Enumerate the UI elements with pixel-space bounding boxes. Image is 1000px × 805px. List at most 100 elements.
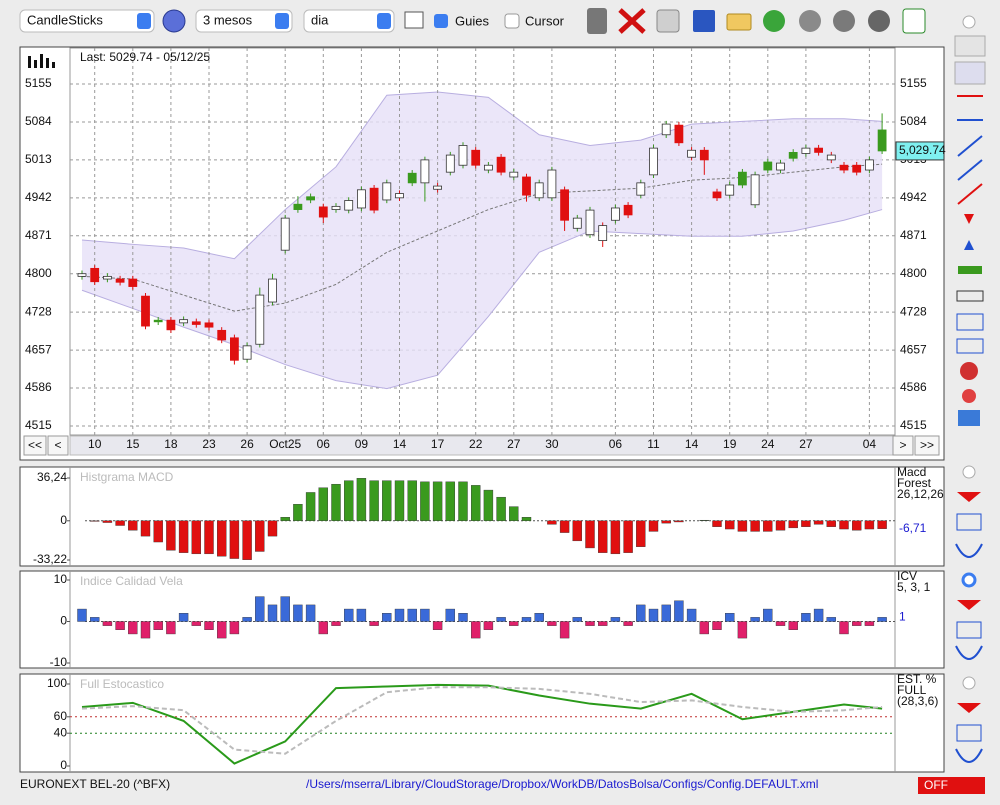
bar xyxy=(229,520,240,559)
volume-icon[interactable] xyxy=(28,54,55,68)
live-indicator[interactable] xyxy=(918,777,985,794)
select-arrow xyxy=(137,13,151,29)
series-line xyxy=(81,683,883,765)
indicator-tool[interactable] xyxy=(955,645,983,660)
candle-body xyxy=(356,189,366,209)
fib-tool[interactable] xyxy=(957,183,983,205)
zoom-tool[interactable] xyxy=(954,35,986,57)
candle-body xyxy=(649,147,658,176)
bar xyxy=(166,621,176,635)
bar xyxy=(458,481,468,521)
bar xyxy=(585,621,595,626)
percent-tool[interactable] xyxy=(956,313,984,331)
bar xyxy=(407,480,417,521)
bar xyxy=(864,520,875,530)
stop-tool[interactable] xyxy=(960,362,978,380)
y-tick-label-right: 4871 xyxy=(900,228,927,242)
calendar-button[interactable] xyxy=(902,8,926,34)
candle-body xyxy=(229,337,239,361)
last-button[interactable] xyxy=(914,435,940,456)
table-tool[interactable] xyxy=(956,290,984,302)
first-button[interactable] xyxy=(23,435,47,456)
bar xyxy=(813,520,824,525)
guides-checkbox[interactable] xyxy=(434,14,448,28)
settings-button[interactable] xyxy=(868,10,890,32)
sell-tool[interactable] xyxy=(964,214,974,224)
y-tick-label: -10 xyxy=(50,655,68,669)
bands-tool[interactable] xyxy=(954,61,986,85)
delete-button[interactable] xyxy=(618,8,646,34)
bar xyxy=(356,608,367,622)
indicator-tool[interactable] xyxy=(956,724,982,742)
cursor-checkbox[interactable] xyxy=(504,13,520,29)
channel-tool[interactable] xyxy=(957,159,983,181)
interval-select[interactable] xyxy=(303,9,395,33)
radio-button[interactable] xyxy=(962,15,976,29)
y-tick-label: 5013 xyxy=(25,152,52,166)
last-value-label: 5,029.74 xyxy=(899,143,946,157)
trash-button[interactable] xyxy=(587,8,607,34)
bar xyxy=(686,608,697,622)
candle-body xyxy=(293,203,303,210)
update-button[interactable] xyxy=(799,10,821,32)
indicator-tool[interactable] xyxy=(957,703,981,713)
indicator-tool[interactable] xyxy=(955,543,983,558)
print-button[interactable] xyxy=(656,9,680,33)
radio-button[interactable] xyxy=(962,676,976,690)
next-button[interactable] xyxy=(892,435,914,456)
bar xyxy=(420,608,430,622)
record-tool[interactable] xyxy=(962,389,976,403)
y-tick-label-right: 4515 xyxy=(900,418,927,432)
indicator-tool[interactable] xyxy=(956,513,982,531)
bar xyxy=(204,520,214,555)
cursor-label: Cursor xyxy=(525,13,565,28)
candle-body xyxy=(522,176,531,196)
trend-tool[interactable] xyxy=(957,135,983,157)
sync-tool[interactable] xyxy=(958,410,980,426)
radio-button[interactable] xyxy=(962,465,976,479)
y-tick-label: 5084 xyxy=(25,114,52,128)
bar xyxy=(661,604,671,622)
bar xyxy=(750,617,760,622)
y-tick-label: 4657 xyxy=(25,342,52,356)
panel-title: Full Estocastico xyxy=(80,677,164,691)
indicator-legend: Macd xyxy=(897,465,926,479)
candle-body xyxy=(242,345,252,360)
indicator-tool[interactable] xyxy=(955,748,983,763)
bar xyxy=(839,621,849,635)
candle-body xyxy=(255,294,265,345)
indicator-tool[interactable] xyxy=(957,492,981,502)
live-indicator-label: OFF xyxy=(924,778,948,792)
save-button[interactable] xyxy=(693,10,715,32)
bar xyxy=(521,617,532,622)
percent2-tool[interactable] xyxy=(956,338,984,354)
candle-body xyxy=(483,164,493,171)
config-path[interactable]: /Users/mserra/Library/CloudStorage/Dropb… xyxy=(306,777,818,791)
bar xyxy=(559,621,570,639)
candle-body xyxy=(344,200,354,211)
indicator-tool[interactable] xyxy=(956,621,982,639)
bar xyxy=(559,520,570,533)
buy-tool[interactable] xyxy=(964,240,974,250)
signals-tool[interactable] xyxy=(958,266,982,274)
bar xyxy=(407,608,417,622)
period-select[interactable] xyxy=(195,9,293,33)
indicator-tool[interactable] xyxy=(957,600,981,610)
y-tick-label-right: 4800 xyxy=(900,266,927,280)
prev-button[interactable] xyxy=(47,435,69,456)
refresh-button[interactable] xyxy=(763,10,785,32)
bar xyxy=(255,520,265,552)
bar xyxy=(598,621,608,626)
chart-window-button[interactable] xyxy=(404,11,424,29)
open-button[interactable] xyxy=(726,13,752,31)
currency-button[interactable] xyxy=(833,10,855,32)
bar xyxy=(178,520,189,553)
bar xyxy=(712,621,722,631)
select-arrow xyxy=(377,13,391,29)
help-button[interactable] xyxy=(162,9,186,33)
style-select[interactable] xyxy=(19,9,155,33)
bar xyxy=(674,520,684,523)
plot-frame xyxy=(69,47,896,436)
radio-button[interactable] xyxy=(961,572,977,588)
